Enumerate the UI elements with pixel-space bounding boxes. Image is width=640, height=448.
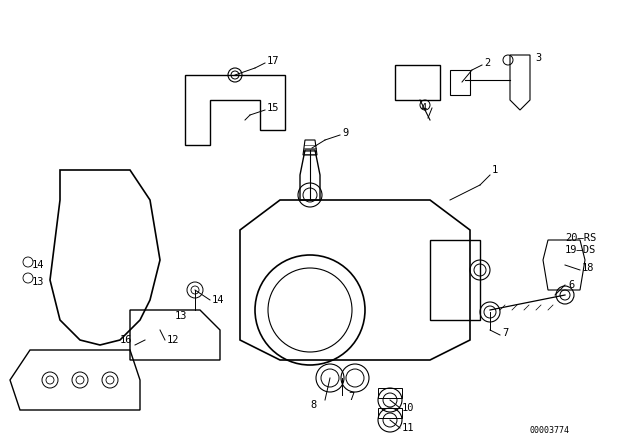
Text: 2: 2 xyxy=(484,58,490,68)
Text: 4: 4 xyxy=(420,103,426,113)
Bar xyxy=(395,65,440,100)
Text: 17: 17 xyxy=(267,56,280,66)
Text: 00003774: 00003774 xyxy=(530,426,570,435)
Text: 15: 15 xyxy=(267,103,280,113)
Text: 13: 13 xyxy=(32,277,45,287)
Text: 12: 12 xyxy=(167,335,179,345)
Text: 9: 9 xyxy=(342,128,348,138)
Text: 8: 8 xyxy=(310,400,316,410)
Text: 10: 10 xyxy=(402,403,415,413)
Text: 1: 1 xyxy=(492,165,499,175)
Text: 6: 6 xyxy=(568,280,574,290)
Text: 20–RS: 20–RS xyxy=(565,233,596,243)
Text: 7: 7 xyxy=(502,328,508,338)
Text: 3: 3 xyxy=(535,53,541,63)
Text: 13: 13 xyxy=(175,311,188,321)
Text: 7: 7 xyxy=(348,392,355,402)
Text: 11: 11 xyxy=(402,423,415,433)
Text: 14: 14 xyxy=(212,295,225,305)
Text: 16: 16 xyxy=(120,335,132,345)
Bar xyxy=(378,408,402,418)
Text: 14: 14 xyxy=(32,260,45,270)
Bar xyxy=(378,388,402,398)
Bar xyxy=(450,70,470,95)
Text: 18: 18 xyxy=(582,263,595,273)
Text: 19–DS: 19–DS xyxy=(565,245,596,255)
